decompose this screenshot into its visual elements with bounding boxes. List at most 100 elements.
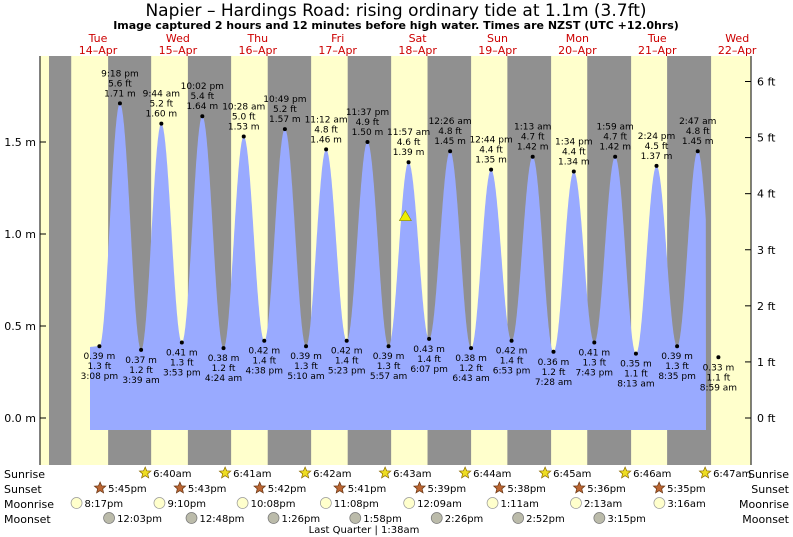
low-label-10-2: 5:10 am xyxy=(287,372,324,382)
day-date-1: 15–Apr xyxy=(159,44,198,57)
high-label-9-0: 10:49 pm xyxy=(263,95,306,105)
moonrise-time-3: 11:08pm xyxy=(334,499,379,510)
tick-label-ft-6: 6 ft xyxy=(757,76,776,89)
high-point-21 xyxy=(530,154,535,159)
tick-label-ft-2: 2 ft xyxy=(757,300,776,313)
high-label-1-1: 5.6 ft xyxy=(108,79,132,89)
sunrise-icon xyxy=(218,466,232,479)
sunset-icon xyxy=(253,481,267,494)
high-label-3-0: 9:44 am xyxy=(143,90,180,100)
tick-label-m-2: 1.0 m xyxy=(4,228,36,241)
low-label-2-0: 0.37 m xyxy=(125,356,157,366)
day-date-0: 14–Apr xyxy=(79,44,118,57)
sunrise-icon xyxy=(698,466,712,479)
low-point-12 xyxy=(344,338,349,343)
low-label-2-2: 3:39 am xyxy=(122,376,159,386)
high-label-19-1: 4.4 ft xyxy=(479,146,503,156)
low-point-0 xyxy=(97,344,102,349)
low-label-26-1: 1.1 ft xyxy=(624,370,648,380)
low-label-10-0: 0.39 m xyxy=(290,352,322,362)
sunset-icon xyxy=(412,481,427,494)
moonset-icon xyxy=(267,512,280,524)
high-label-5-0: 10:02 pm xyxy=(181,82,224,92)
low-label-14-2: 5:57 am xyxy=(370,372,407,382)
moonrise-icon xyxy=(403,497,416,509)
sunrise-time-5: 6:45am xyxy=(553,469,591,480)
low-point-10 xyxy=(304,344,309,349)
moonrise-time-7: 3:16am xyxy=(667,499,705,510)
sunset-icon xyxy=(173,481,187,494)
low-label-4-1: 1.3 ft xyxy=(170,359,194,369)
low-point-6 xyxy=(221,346,226,351)
sunrise-time-4: 6:44am xyxy=(473,469,511,480)
tick-label-ft-4: 4 ft xyxy=(757,188,776,201)
low-label-8-0: 0.42 m xyxy=(248,347,280,357)
high-label-25-1: 4.7 ft xyxy=(603,133,627,143)
high-label-7-0: 10:28 am xyxy=(222,102,265,112)
high-label-11-0: 11:12 am xyxy=(305,115,348,125)
high-label-1-2: 1.71 m xyxy=(104,89,136,99)
low-label-10-1: 1.3 ft xyxy=(294,362,318,372)
day-dow-3: Fri xyxy=(331,32,344,45)
low-label-16-0: 0.43 m xyxy=(413,345,445,355)
sunrise-label-left: Sunrise xyxy=(4,468,45,481)
sunset-icon xyxy=(652,481,666,494)
sunrise-time-2: 6:42am xyxy=(313,469,351,480)
day-date-8: 22–Apr xyxy=(718,44,757,57)
low-label-12-1: 1.4 ft xyxy=(335,357,359,367)
high-label-13-2: 1.50 m xyxy=(352,128,384,138)
low-point-8 xyxy=(262,338,267,343)
high-label-29-2: 1.45 m xyxy=(682,137,714,147)
high-point-11 xyxy=(324,147,329,152)
high-label-19-2: 1.35 m xyxy=(475,156,507,166)
high-point-3 xyxy=(159,121,164,126)
moonrise-icon xyxy=(570,497,582,509)
sunrise-icon xyxy=(378,466,392,479)
low-label-30-2: 8:59 am xyxy=(700,383,737,393)
low-label-26-2: 8:13 am xyxy=(617,380,654,390)
low-label-24-2: 7:43 pm xyxy=(576,369,614,379)
moonrise-icon xyxy=(153,497,166,509)
moonset-icon xyxy=(185,512,198,524)
high-point-19 xyxy=(489,167,494,172)
moonrise-time-5: 1:11am xyxy=(501,499,539,510)
high-point-5 xyxy=(200,114,205,119)
moonset-icon xyxy=(103,512,115,524)
day-dow-7: Tue xyxy=(647,32,667,45)
moonrise-time-0: 8:17pm xyxy=(85,499,124,510)
day-dow-8: Wed xyxy=(725,32,749,45)
moonset-time-3: 1:58pm xyxy=(363,514,402,525)
high-label-23-2: 1.34 m xyxy=(558,157,590,167)
sunset-time-0: 5:45pm xyxy=(108,484,147,495)
sunrise-icon xyxy=(298,466,312,479)
day-dow-5: Sun xyxy=(487,32,508,45)
low-label-24-1: 1.3 ft xyxy=(582,359,606,369)
low-label-30-0: 0.33 m xyxy=(703,363,735,373)
high-label-27-1: 4.5 ft xyxy=(645,142,669,152)
high-label-15-2: 1.39 m xyxy=(393,148,425,158)
sunset-time-5: 5:38pm xyxy=(507,484,546,495)
low-label-14-1: 1.3 ft xyxy=(377,362,401,372)
high-point-25 xyxy=(613,154,618,159)
axes: 0.0 m 0.5 m 1.0 m 1.5 m 0 ft 1 ft 2 ft 3 ft 4 ft… xyxy=(4,56,776,465)
high-label-13-0: 11:37 pm xyxy=(346,108,389,118)
sunset-icon xyxy=(333,481,347,494)
sunrise-icon xyxy=(538,466,552,479)
high-label-21-0: 1:13 am xyxy=(514,123,551,133)
high-label-9-1: 5.2 ft xyxy=(273,105,297,115)
high-label-9-2: 1.57 m xyxy=(269,115,301,125)
low-label-22-1: 1.2 ft xyxy=(542,368,566,378)
tide-area xyxy=(90,103,706,431)
extreme-labels: 0.39 m1.3 ft3:08 pm9:18 pm5.6 ft1.71 m0.… xyxy=(81,69,737,393)
low-label-22-2: 7:28 am xyxy=(535,378,572,388)
low-label-0-2: 3:08 pm xyxy=(81,372,119,382)
low-label-6-0: 0.38 m xyxy=(208,354,240,364)
low-label-6-1: 1.2 ft xyxy=(212,364,236,374)
low-label-0-0: 0.39 m xyxy=(84,352,116,362)
low-label-26-0: 0.35 m xyxy=(620,360,652,370)
tick-label-ft-1: 1 ft xyxy=(757,356,776,369)
moonrise-time-4: 12:09am xyxy=(417,499,462,510)
high-label-25-2: 1.42 m xyxy=(599,143,631,153)
high-label-17-0: 12:26 am xyxy=(429,117,472,127)
day-date-3: 17–Apr xyxy=(318,44,357,57)
